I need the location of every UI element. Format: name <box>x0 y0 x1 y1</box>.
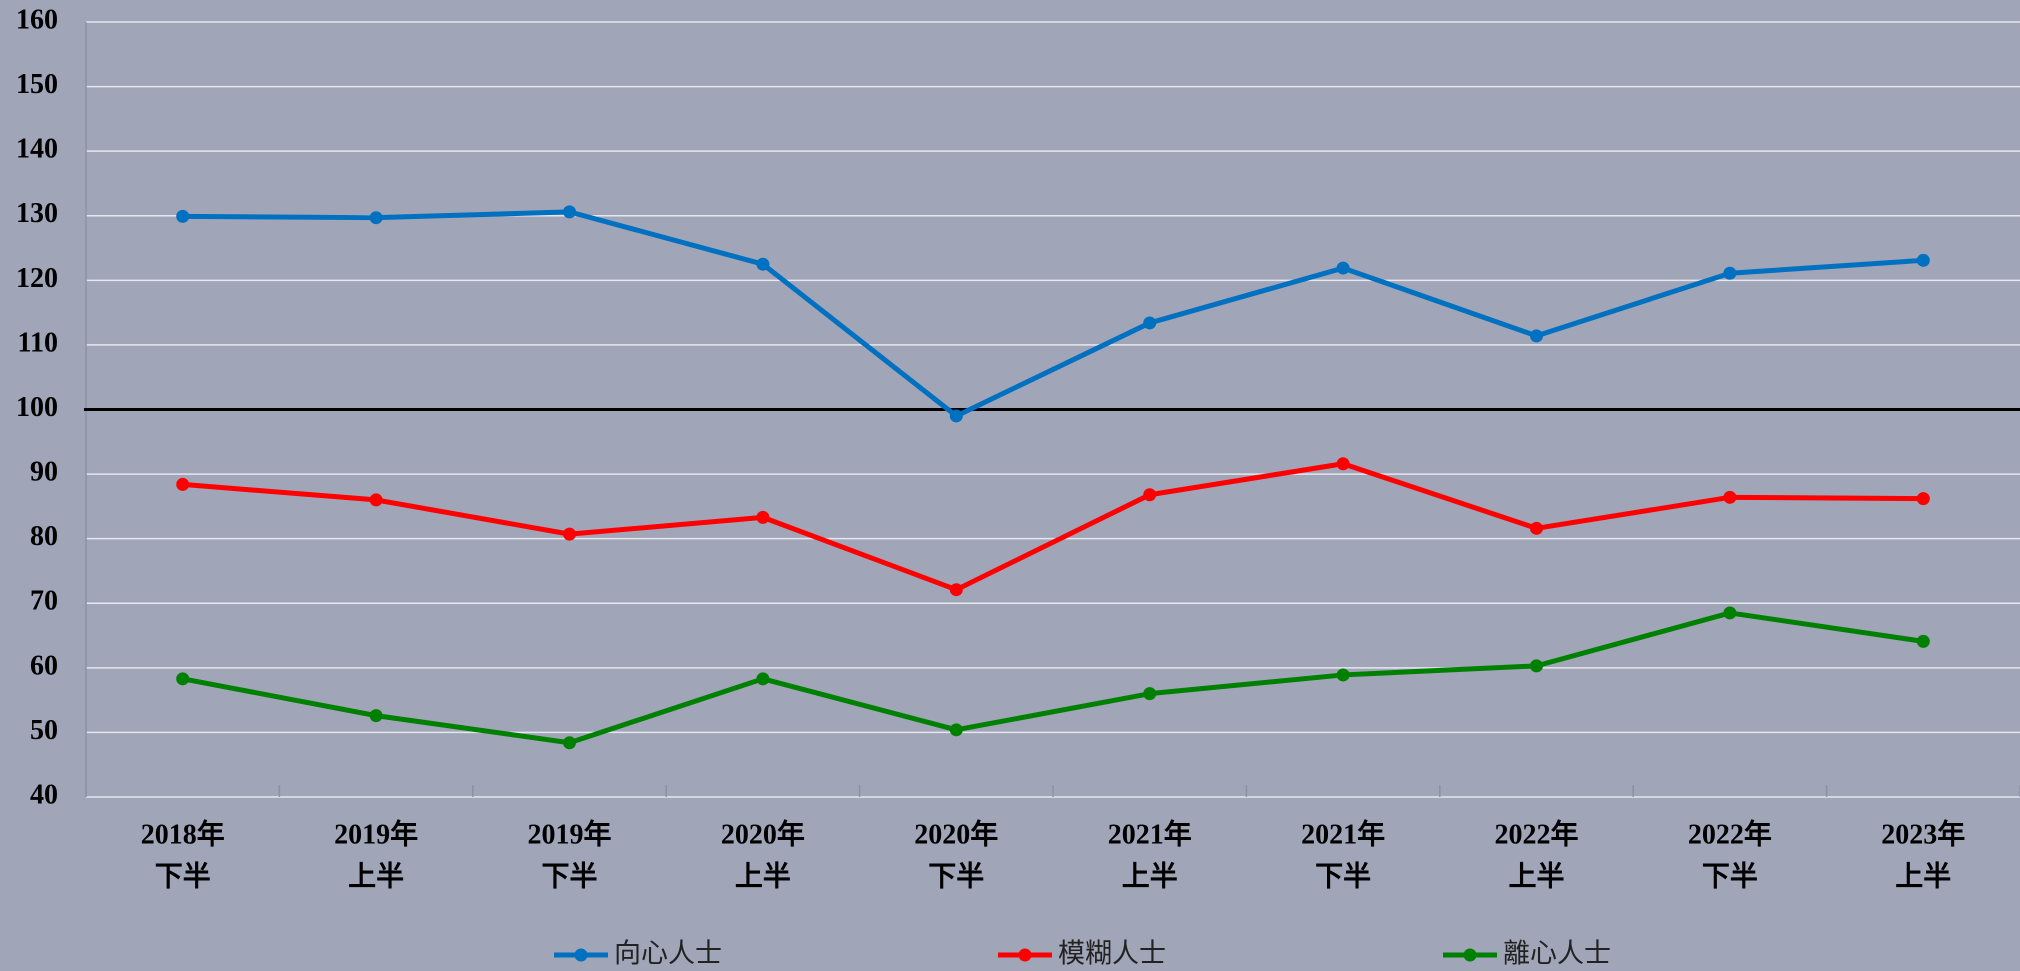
data-point <box>1143 488 1157 502</box>
x-tick-label: 2020年 <box>721 817 805 850</box>
legend-text: 向心人士 <box>614 939 722 970</box>
data-point <box>949 583 963 597</box>
y-tick-label: 160 <box>16 4 58 35</box>
data-point <box>369 211 383 225</box>
x-tick-label: 上半 <box>348 860 404 892</box>
y-tick-label: 40 <box>30 779 58 810</box>
x-tick-label: 上半 <box>735 860 791 892</box>
legend-text: 離心人士 <box>1503 939 1611 970</box>
data-point <box>1723 606 1737 620</box>
data-point <box>1723 490 1737 504</box>
data-point <box>1530 521 1543 535</box>
y-tick-label: 140 <box>16 134 58 165</box>
x-tick-label: 下半 <box>1315 860 1371 892</box>
data-point <box>1530 329 1543 343</box>
y-tick-label: 60 <box>30 650 58 681</box>
data-point <box>756 257 770 271</box>
data-point <box>949 409 963 423</box>
x-tick-label: 下半 <box>928 860 984 892</box>
y-tick-label: 90 <box>30 457 58 488</box>
data-point <box>1336 261 1350 275</box>
series-line <box>182 610 1924 746</box>
data-point <box>756 510 770 524</box>
x-tick-label: 2020年 <box>914 817 998 850</box>
series-line <box>182 461 1924 593</box>
data-point <box>563 736 576 750</box>
legend-text: 模糊人士 <box>1058 939 1166 970</box>
data-point <box>369 493 383 507</box>
x-tick-label: 下半 <box>155 860 211 892</box>
data-point <box>176 672 190 686</box>
legend-marker <box>1018 948 1032 962</box>
y-tick-label: 120 <box>16 263 58 294</box>
x-tick-label: 上半 <box>1895 860 1951 892</box>
x-tick-label: 2022年 <box>1688 817 1772 850</box>
data-point <box>563 205 576 219</box>
data-point <box>1336 668 1350 682</box>
x-tick-label: 下半 <box>541 860 597 892</box>
x-tick-label: 2019年 <box>527 817 611 850</box>
y-tick-label: 150 <box>16 69 58 100</box>
data-point <box>369 709 383 723</box>
y-tick-label: 70 <box>30 586 58 617</box>
y-tick-label: 130 <box>16 198 58 229</box>
data-point <box>1143 316 1157 330</box>
x-tick-label: 下半 <box>1702 860 1758 892</box>
legend-marker <box>574 948 588 962</box>
x-tick-label: 2023年 <box>1881 817 1965 850</box>
x-tick-label: 2019年 <box>334 817 418 850</box>
data-point <box>176 209 190 223</box>
data-point <box>176 477 190 491</box>
y-tick-label: 50 <box>30 715 58 746</box>
x-tick-label: 上半 <box>1508 860 1564 892</box>
y-tick-label: 110 <box>18 327 58 358</box>
data-point <box>949 723 963 737</box>
data-point <box>563 527 576 541</box>
data-point <box>1723 266 1737 280</box>
data-point <box>1916 253 1930 267</box>
x-tick-label: 2021年 <box>1108 817 1192 850</box>
data-point <box>1916 492 1930 506</box>
x-tick-label: 2018年 <box>141 817 225 850</box>
y-tick-label: 80 <box>30 521 58 552</box>
x-tick-label: 2021年 <box>1301 817 1385 850</box>
data-point <box>1916 634 1930 648</box>
y-tick-label: 100 <box>16 392 58 423</box>
x-tick-label: 上半 <box>1122 860 1178 892</box>
series-line <box>182 209 1924 419</box>
data-point <box>1143 687 1157 701</box>
x-tick-label: 2022年 <box>1494 817 1578 850</box>
data-point <box>756 672 770 686</box>
data-point <box>1336 457 1350 471</box>
legend-marker <box>1463 948 1477 962</box>
data-point <box>1530 659 1543 673</box>
